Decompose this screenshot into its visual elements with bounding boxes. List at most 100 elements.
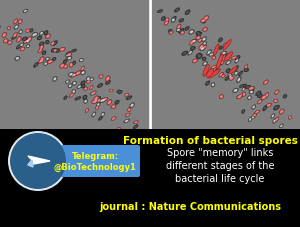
Ellipse shape [72,82,77,86]
Ellipse shape [64,96,68,100]
Ellipse shape [236,96,242,99]
Ellipse shape [216,54,223,70]
Bar [151,0,300,129]
Ellipse shape [288,116,292,120]
Ellipse shape [203,16,209,22]
Ellipse shape [90,79,93,81]
Ellipse shape [53,59,55,61]
Ellipse shape [45,58,50,61]
Ellipse shape [69,93,74,98]
Ellipse shape [219,39,222,42]
Ellipse shape [76,98,80,100]
Text: Telegram:
@BioTechnology1: Telegram: @BioTechnology1 [54,152,136,171]
Ellipse shape [238,95,242,97]
Ellipse shape [242,88,245,92]
Ellipse shape [33,35,35,37]
Ellipse shape [96,107,98,109]
Ellipse shape [106,78,109,81]
Ellipse shape [26,45,30,49]
Ellipse shape [130,104,134,107]
Ellipse shape [248,87,254,91]
Ellipse shape [158,11,162,13]
Ellipse shape [95,106,99,110]
Ellipse shape [204,63,206,66]
Ellipse shape [116,101,118,104]
Ellipse shape [197,37,200,40]
Ellipse shape [218,39,223,43]
Ellipse shape [90,92,96,96]
Ellipse shape [71,50,76,53]
Ellipse shape [17,38,20,42]
Circle shape [8,131,68,191]
Ellipse shape [32,34,36,38]
Polygon shape [28,156,50,165]
Ellipse shape [73,91,75,93]
Ellipse shape [3,39,8,44]
Ellipse shape [14,25,19,30]
Ellipse shape [231,57,237,60]
Ellipse shape [26,31,29,33]
Ellipse shape [218,62,224,65]
Ellipse shape [197,33,200,35]
Ellipse shape [190,42,193,45]
Ellipse shape [2,33,7,39]
Ellipse shape [274,90,279,95]
Ellipse shape [66,52,71,57]
Ellipse shape [117,128,120,131]
Ellipse shape [38,60,44,64]
Ellipse shape [86,77,91,82]
Ellipse shape [106,82,110,84]
Ellipse shape [202,28,208,32]
Ellipse shape [179,31,181,33]
Ellipse shape [235,72,237,75]
Ellipse shape [75,97,81,101]
Ellipse shape [203,65,209,77]
Ellipse shape [223,40,231,51]
Ellipse shape [75,71,81,76]
Ellipse shape [16,58,19,60]
Ellipse shape [239,85,244,88]
Ellipse shape [40,46,43,49]
Ellipse shape [124,94,129,97]
Ellipse shape [211,66,217,70]
Ellipse shape [233,89,239,93]
Ellipse shape [216,70,219,73]
Ellipse shape [69,74,73,76]
Ellipse shape [40,58,43,62]
Ellipse shape [111,105,116,109]
Ellipse shape [54,78,56,81]
Ellipse shape [228,73,232,77]
Ellipse shape [180,29,184,34]
Ellipse shape [8,41,12,45]
Ellipse shape [203,58,205,61]
Ellipse shape [249,118,251,121]
Ellipse shape [68,73,74,77]
Ellipse shape [125,94,128,96]
Ellipse shape [266,94,268,97]
Ellipse shape [81,85,85,89]
Ellipse shape [242,93,246,97]
Ellipse shape [178,26,180,29]
Ellipse shape [220,62,223,64]
Ellipse shape [26,39,31,44]
Ellipse shape [94,96,99,102]
Ellipse shape [37,37,42,41]
Ellipse shape [106,81,110,85]
Ellipse shape [38,37,41,40]
Ellipse shape [67,53,70,56]
Ellipse shape [118,91,120,93]
Ellipse shape [181,32,184,35]
Ellipse shape [170,32,172,35]
Ellipse shape [214,45,219,56]
Ellipse shape [77,86,82,89]
Ellipse shape [101,113,105,117]
Ellipse shape [249,88,253,90]
Ellipse shape [165,19,169,22]
Ellipse shape [126,96,132,100]
Ellipse shape [87,81,90,83]
Ellipse shape [172,19,175,22]
Ellipse shape [157,10,163,14]
Ellipse shape [76,72,80,75]
Ellipse shape [56,50,59,53]
Ellipse shape [73,62,75,65]
